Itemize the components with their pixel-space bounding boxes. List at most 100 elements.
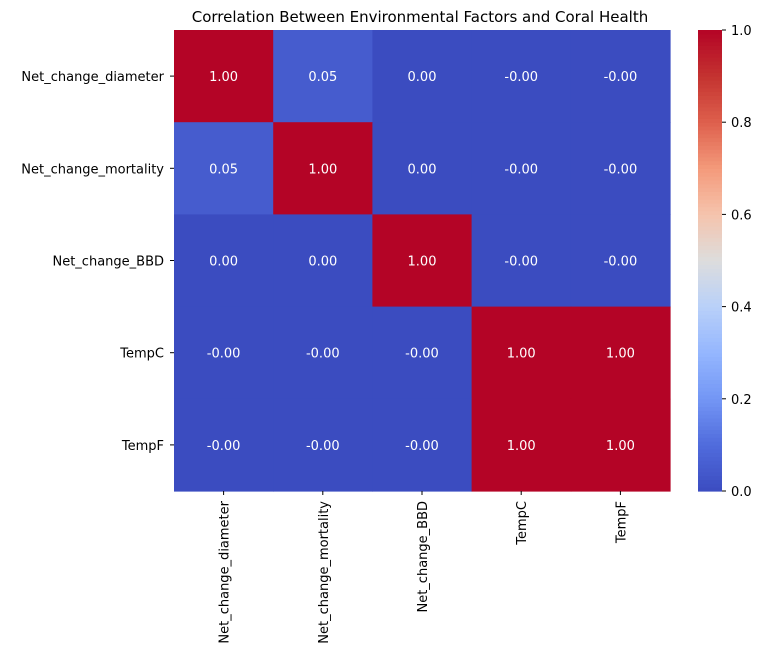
cell-annotation: 0.00 bbox=[308, 255, 337, 270]
colorbar-tick-label: 0.2 bbox=[731, 393, 752, 408]
heatmap-cell bbox=[174, 30, 274, 123]
heatmap-cell bbox=[372, 30, 473, 123]
colorbar-segment bbox=[698, 45, 722, 50]
cell-annotation: 1.00 bbox=[606, 347, 635, 362]
colorbar-segment bbox=[698, 106, 722, 112]
colorbar-segment bbox=[698, 87, 722, 93]
heatmap-cell bbox=[570, 398, 671, 492]
colorbar-segment bbox=[698, 49, 722, 54]
y-tick-label: TempF bbox=[121, 439, 164, 454]
colorbar-segment bbox=[698, 291, 722, 296]
colorbar-segment bbox=[698, 60, 722, 66]
colorbar-segment bbox=[698, 233, 722, 239]
colorbar-segment bbox=[698, 114, 722, 119]
colorbar-segment bbox=[698, 398, 722, 404]
colorbar-segment bbox=[698, 248, 722, 254]
colorbar-segment bbox=[698, 379, 722, 385]
colorbar-segment bbox=[698, 41, 722, 46]
colorbar-segment bbox=[698, 352, 722, 358]
colorbar-segment bbox=[698, 364, 722, 369]
cell-annotation: 1.00 bbox=[408, 255, 437, 270]
heatmap-cell bbox=[372, 398, 473, 492]
colorbar-segment bbox=[698, 264, 722, 269]
cell-annotation: -0.00 bbox=[504, 255, 538, 270]
colorbar-segment bbox=[698, 310, 722, 315]
colorbar-segment bbox=[698, 333, 722, 338]
colorbar-segment bbox=[698, 152, 722, 158]
colorbar-segment bbox=[698, 191, 722, 196]
colorbar-tick-label: 0.0 bbox=[731, 485, 752, 500]
colorbar-segment bbox=[698, 402, 722, 408]
x-tick-label: Net_change_BBD bbox=[416, 501, 431, 613]
colorbar-segment bbox=[698, 202, 722, 208]
cell-annotation: 1.00 bbox=[209, 70, 238, 85]
colorbar-segment bbox=[698, 95, 722, 100]
heatmap-cell bbox=[372, 214, 473, 308]
colorbar-segment bbox=[698, 283, 722, 288]
colorbar-segment bbox=[698, 53, 722, 58]
x-tick-label: TempF bbox=[614, 501, 629, 544]
cell-annotation: -0.00 bbox=[207, 439, 241, 454]
colorbar-tick-label: 0.8 bbox=[731, 116, 752, 131]
colorbar-segment bbox=[698, 122, 722, 127]
cell-annotation: 1.00 bbox=[308, 162, 337, 177]
colorbar-segment bbox=[698, 268, 722, 273]
colorbar-segment bbox=[698, 175, 722, 181]
colorbar-segment bbox=[698, 260, 722, 265]
colorbar-segment bbox=[698, 210, 722, 215]
colorbar-segment bbox=[698, 72, 722, 77]
colorbar-segment bbox=[698, 141, 722, 146]
heatmap-cell bbox=[372, 122, 473, 215]
heatmap-cell bbox=[471, 122, 572, 215]
colorbar-segment bbox=[698, 37, 722, 43]
cell-annotations: 1.00 0.05 0.00 -0.00 -0.00 0.05 1.00 0.00 -0.00 -… bbox=[207, 70, 637, 454]
colorbar-segment bbox=[698, 329, 722, 335]
colorbar-segment bbox=[698, 172, 722, 177]
colorbar-segment bbox=[698, 421, 722, 427]
heatmap-cell bbox=[570, 214, 671, 308]
y-tick-label: TempC bbox=[119, 347, 164, 362]
x-axis-tick-labels: Net_change_diameter Net_change_mortality N… bbox=[218, 491, 629, 644]
colorbar-segment bbox=[698, 229, 722, 235]
x-tick-label: Net_change_diameter bbox=[218, 500, 233, 643]
colorbar-segment bbox=[698, 410, 722, 415]
colorbar-segment bbox=[698, 195, 722, 200]
colorbar-segment bbox=[698, 375, 722, 381]
colorbar-segment bbox=[698, 237, 722, 242]
y-tick-label: Net_change_mortality bbox=[21, 162, 164, 177]
colorbar-segment bbox=[698, 245, 722, 250]
colorbar-segment bbox=[698, 302, 722, 308]
colorbar-segment bbox=[698, 314, 722, 319]
heatmap-cell bbox=[471, 30, 572, 123]
colorbar-segment bbox=[698, 118, 722, 123]
colorbar-segment bbox=[698, 467, 722, 473]
colorbar-segment bbox=[698, 199, 722, 204]
colorbar-segment bbox=[698, 295, 722, 300]
heatmap-cell bbox=[174, 398, 274, 492]
colorbar-segment bbox=[698, 418, 722, 423]
colorbar-segment bbox=[698, 437, 722, 442]
colorbar-segment bbox=[698, 383, 722, 388]
colorbar-segment bbox=[698, 76, 722, 81]
colorbar-segment bbox=[698, 452, 722, 458]
cell-annotation: 1.00 bbox=[606, 439, 635, 454]
colorbar-segment bbox=[698, 133, 722, 139]
colorbar-segment bbox=[698, 444, 722, 450]
heatmap-cell bbox=[372, 306, 473, 400]
cell-annotation: 0.00 bbox=[408, 70, 437, 85]
heatmap-cell bbox=[174, 214, 274, 308]
colorbar-segment bbox=[698, 464, 722, 469]
colorbar-segment bbox=[698, 487, 722, 492]
colorbar-segment bbox=[698, 387, 722, 392]
colorbar-segment bbox=[698, 68, 722, 73]
colorbar-segment bbox=[698, 214, 722, 219]
colorbar-tick-label: 0.6 bbox=[731, 208, 752, 223]
cell-annotation: 0.00 bbox=[408, 162, 437, 177]
colorbar-segment bbox=[698, 149, 722, 154]
colorbar-segment bbox=[698, 460, 722, 465]
colorbar-segment bbox=[698, 456, 722, 461]
colorbar-segment bbox=[698, 99, 722, 104]
colorbar-segment bbox=[698, 156, 722, 162]
cell-annotation: 1.00 bbox=[507, 347, 536, 362]
